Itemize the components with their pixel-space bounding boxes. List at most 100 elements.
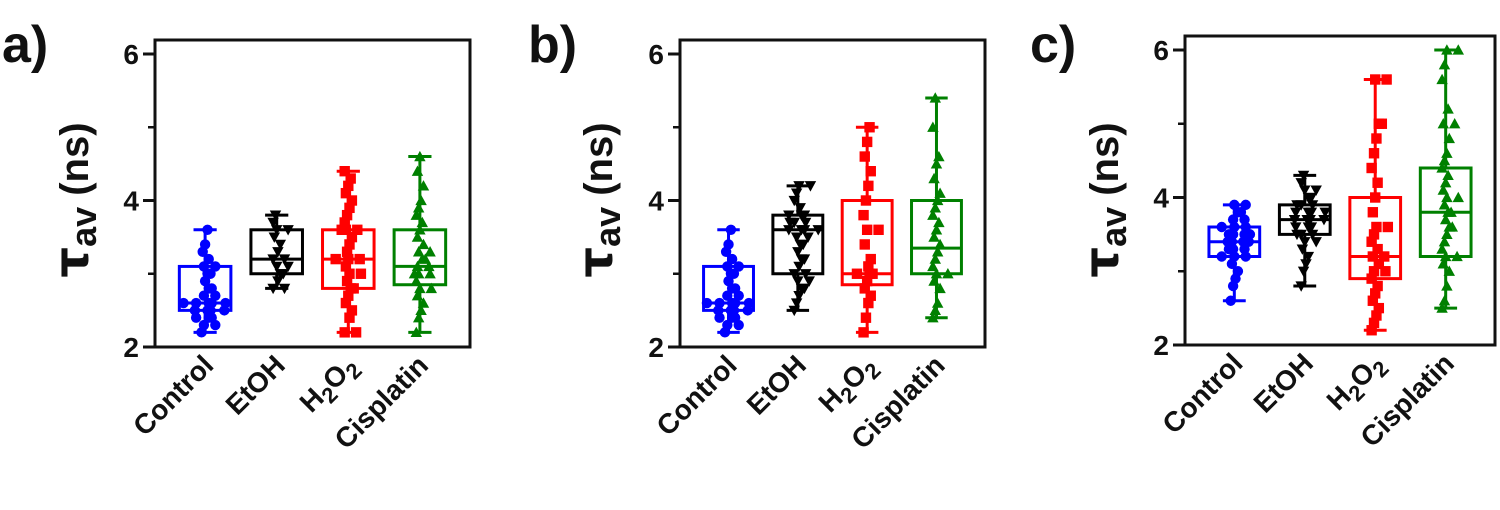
data-point [722,290,733,301]
data-point [346,195,358,206]
data-point [339,217,350,228]
data-point [343,180,354,192]
data-point [1305,222,1318,233]
data-point [206,283,217,294]
data-point [1371,133,1382,144]
data-point [799,269,812,280]
data-point [1442,103,1454,114]
data-point [929,253,941,264]
x-tick-label: Control [1156,347,1248,439]
data-point [1368,266,1380,277]
data-point [1379,251,1390,262]
data-point [1445,206,1457,217]
data-point [1368,148,1380,159]
data-point [203,253,214,265]
data-point [790,298,803,309]
data-point [783,225,795,236]
box-cisplatin [910,92,963,323]
panel-label: b) [528,16,577,74]
data-point [863,261,874,272]
data-point [803,276,815,287]
data-point [1232,266,1244,277]
data-point [865,253,876,265]
data-point [1366,162,1377,174]
data-point [873,224,884,235]
data-point [859,151,870,162]
data-point [416,216,429,228]
data-point [722,261,733,272]
data-point [860,195,872,206]
data-point [425,282,438,294]
data-point [412,202,425,213]
data-point [350,327,362,338]
x-tick-label: EtOH [1248,347,1319,418]
data-point [1296,244,1309,255]
iqr-box [771,213,825,276]
data-point [799,217,812,229]
data-point [1367,251,1379,262]
data-point [1371,310,1382,321]
data-point [933,150,945,162]
data-point [343,290,354,301]
y-axis-label: τav (ns) [568,122,628,277]
y-axis-label: τav (ns) [44,122,104,277]
data-point [790,232,803,243]
data-point [340,261,352,272]
box-etoh [771,181,825,317]
data-point [344,239,355,250]
data-point [930,158,943,169]
data-point [341,246,353,257]
data-point [1448,118,1461,129]
data-point [210,261,221,272]
data-point [274,239,287,251]
data-point [1305,207,1318,218]
data-point [929,304,941,316]
data-point [792,276,804,287]
data-point [858,327,869,338]
data-point [931,194,944,206]
data-point [733,261,744,272]
data-point [927,121,939,132]
data-point [410,209,423,220]
data-point [859,239,870,250]
data-point [1240,199,1251,211]
data-point [860,312,872,323]
data-point [267,217,279,229]
y-tick-label: 2 [648,332,664,363]
data-point [267,283,279,295]
data-point [1436,243,1448,254]
data-point [414,282,426,294]
data-point [1368,229,1380,240]
data-point [793,261,805,273]
data-point [1372,243,1383,255]
data-point [1436,162,1448,173]
data-point [198,261,210,272]
data-point [417,238,430,250]
data-point [344,268,355,279]
data-point [345,173,356,184]
data-point [714,297,725,309]
data-point [1441,147,1453,158]
data-point [863,180,874,192]
data-point [1371,221,1382,233]
data-point [1366,273,1377,284]
data-point [355,268,367,279]
data-point [354,253,365,265]
data-point [1366,325,1377,336]
data-point [798,283,811,295]
data-point [424,246,436,257]
data-point [1436,73,1448,85]
data-point [1288,214,1301,226]
data-point [190,297,202,309]
data-point [198,290,210,301]
y-tick-label: 2 [1153,330,1169,361]
data-point [1438,295,1451,306]
data-point [701,297,713,309]
data-point [1446,221,1459,232]
data-point [723,239,734,250]
x-tick-label: EtOH [741,349,812,420]
data-point [928,275,940,286]
data-point [934,238,946,250]
data-point [1319,207,1331,218]
